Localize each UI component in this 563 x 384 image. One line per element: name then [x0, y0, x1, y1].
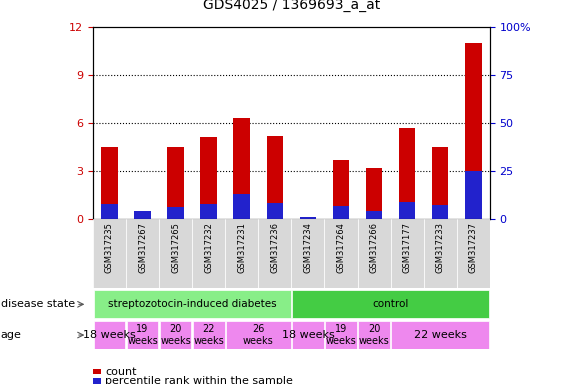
Bar — [300, 217, 316, 219]
Bar — [101, 204, 118, 219]
Bar — [234, 118, 250, 219]
Text: 19
weeks: 19 weeks — [325, 324, 356, 346]
Text: GDS4025 / 1369693_a_at: GDS4025 / 1369693_a_at — [203, 0, 380, 12]
Bar — [333, 207, 349, 219]
Text: GSM317266: GSM317266 — [369, 222, 378, 273]
FancyBboxPatch shape — [93, 219, 126, 288]
FancyBboxPatch shape — [225, 219, 258, 288]
Bar — [432, 147, 449, 219]
Text: 19
weeks: 19 weeks — [127, 324, 158, 346]
Bar — [200, 137, 217, 219]
Text: 22
weeks: 22 weeks — [193, 324, 224, 346]
FancyBboxPatch shape — [292, 321, 324, 349]
FancyBboxPatch shape — [358, 219, 391, 288]
FancyBboxPatch shape — [292, 290, 489, 318]
Bar — [266, 136, 283, 219]
Bar — [234, 194, 250, 219]
Text: 22 weeks: 22 weeks — [414, 330, 467, 340]
Bar — [93, 378, 101, 384]
FancyBboxPatch shape — [192, 219, 225, 288]
Bar — [366, 211, 382, 219]
Bar — [266, 203, 283, 219]
FancyBboxPatch shape — [93, 290, 291, 318]
Bar — [167, 207, 184, 219]
Text: GSM317177: GSM317177 — [403, 222, 412, 273]
Text: control: control — [372, 299, 409, 310]
Bar — [134, 211, 151, 219]
Text: GSM317265: GSM317265 — [171, 222, 180, 273]
Text: disease state: disease state — [1, 299, 75, 310]
FancyBboxPatch shape — [325, 321, 357, 349]
Text: GSM317234: GSM317234 — [303, 222, 312, 273]
Text: 20
weeks: 20 weeks — [359, 324, 390, 346]
Bar — [432, 205, 449, 219]
FancyBboxPatch shape — [391, 219, 423, 288]
FancyBboxPatch shape — [258, 219, 292, 288]
Text: GSM317267: GSM317267 — [138, 222, 147, 273]
Bar — [399, 127, 415, 219]
Text: percentile rank within the sample: percentile rank within the sample — [105, 376, 293, 384]
Bar — [465, 43, 481, 219]
Text: 18 weeks: 18 weeks — [83, 330, 136, 340]
Bar — [134, 213, 151, 219]
Bar — [465, 171, 481, 219]
Text: 20
weeks: 20 weeks — [160, 324, 191, 346]
FancyBboxPatch shape — [358, 321, 390, 349]
Text: GSM317233: GSM317233 — [436, 222, 445, 273]
Text: streptozotocin-induced diabetes: streptozotocin-induced diabetes — [108, 299, 276, 310]
FancyBboxPatch shape — [127, 321, 158, 349]
Text: GSM317232: GSM317232 — [204, 222, 213, 273]
Text: GSM317235: GSM317235 — [105, 222, 114, 273]
Text: age: age — [1, 330, 21, 340]
FancyBboxPatch shape — [324, 219, 358, 288]
Text: GSM317237: GSM317237 — [469, 222, 478, 273]
Text: GSM317236: GSM317236 — [270, 222, 279, 273]
FancyBboxPatch shape — [159, 219, 192, 288]
FancyBboxPatch shape — [226, 321, 291, 349]
FancyBboxPatch shape — [391, 321, 489, 349]
Bar — [93, 369, 101, 374]
Text: count: count — [105, 367, 137, 377]
FancyBboxPatch shape — [93, 321, 126, 349]
FancyBboxPatch shape — [457, 219, 490, 288]
FancyBboxPatch shape — [423, 219, 457, 288]
Bar — [101, 147, 118, 219]
Bar — [167, 147, 184, 219]
Text: GSM317264: GSM317264 — [337, 222, 346, 273]
Bar — [366, 169, 382, 219]
FancyBboxPatch shape — [160, 321, 191, 349]
FancyBboxPatch shape — [292, 219, 324, 288]
FancyBboxPatch shape — [126, 219, 159, 288]
Text: GSM317231: GSM317231 — [237, 222, 246, 273]
Bar — [399, 202, 415, 219]
Text: 18 weeks: 18 weeks — [282, 330, 334, 340]
Bar — [333, 160, 349, 219]
Bar — [200, 204, 217, 219]
FancyBboxPatch shape — [193, 321, 225, 349]
Text: 26
weeks: 26 weeks — [243, 324, 274, 346]
